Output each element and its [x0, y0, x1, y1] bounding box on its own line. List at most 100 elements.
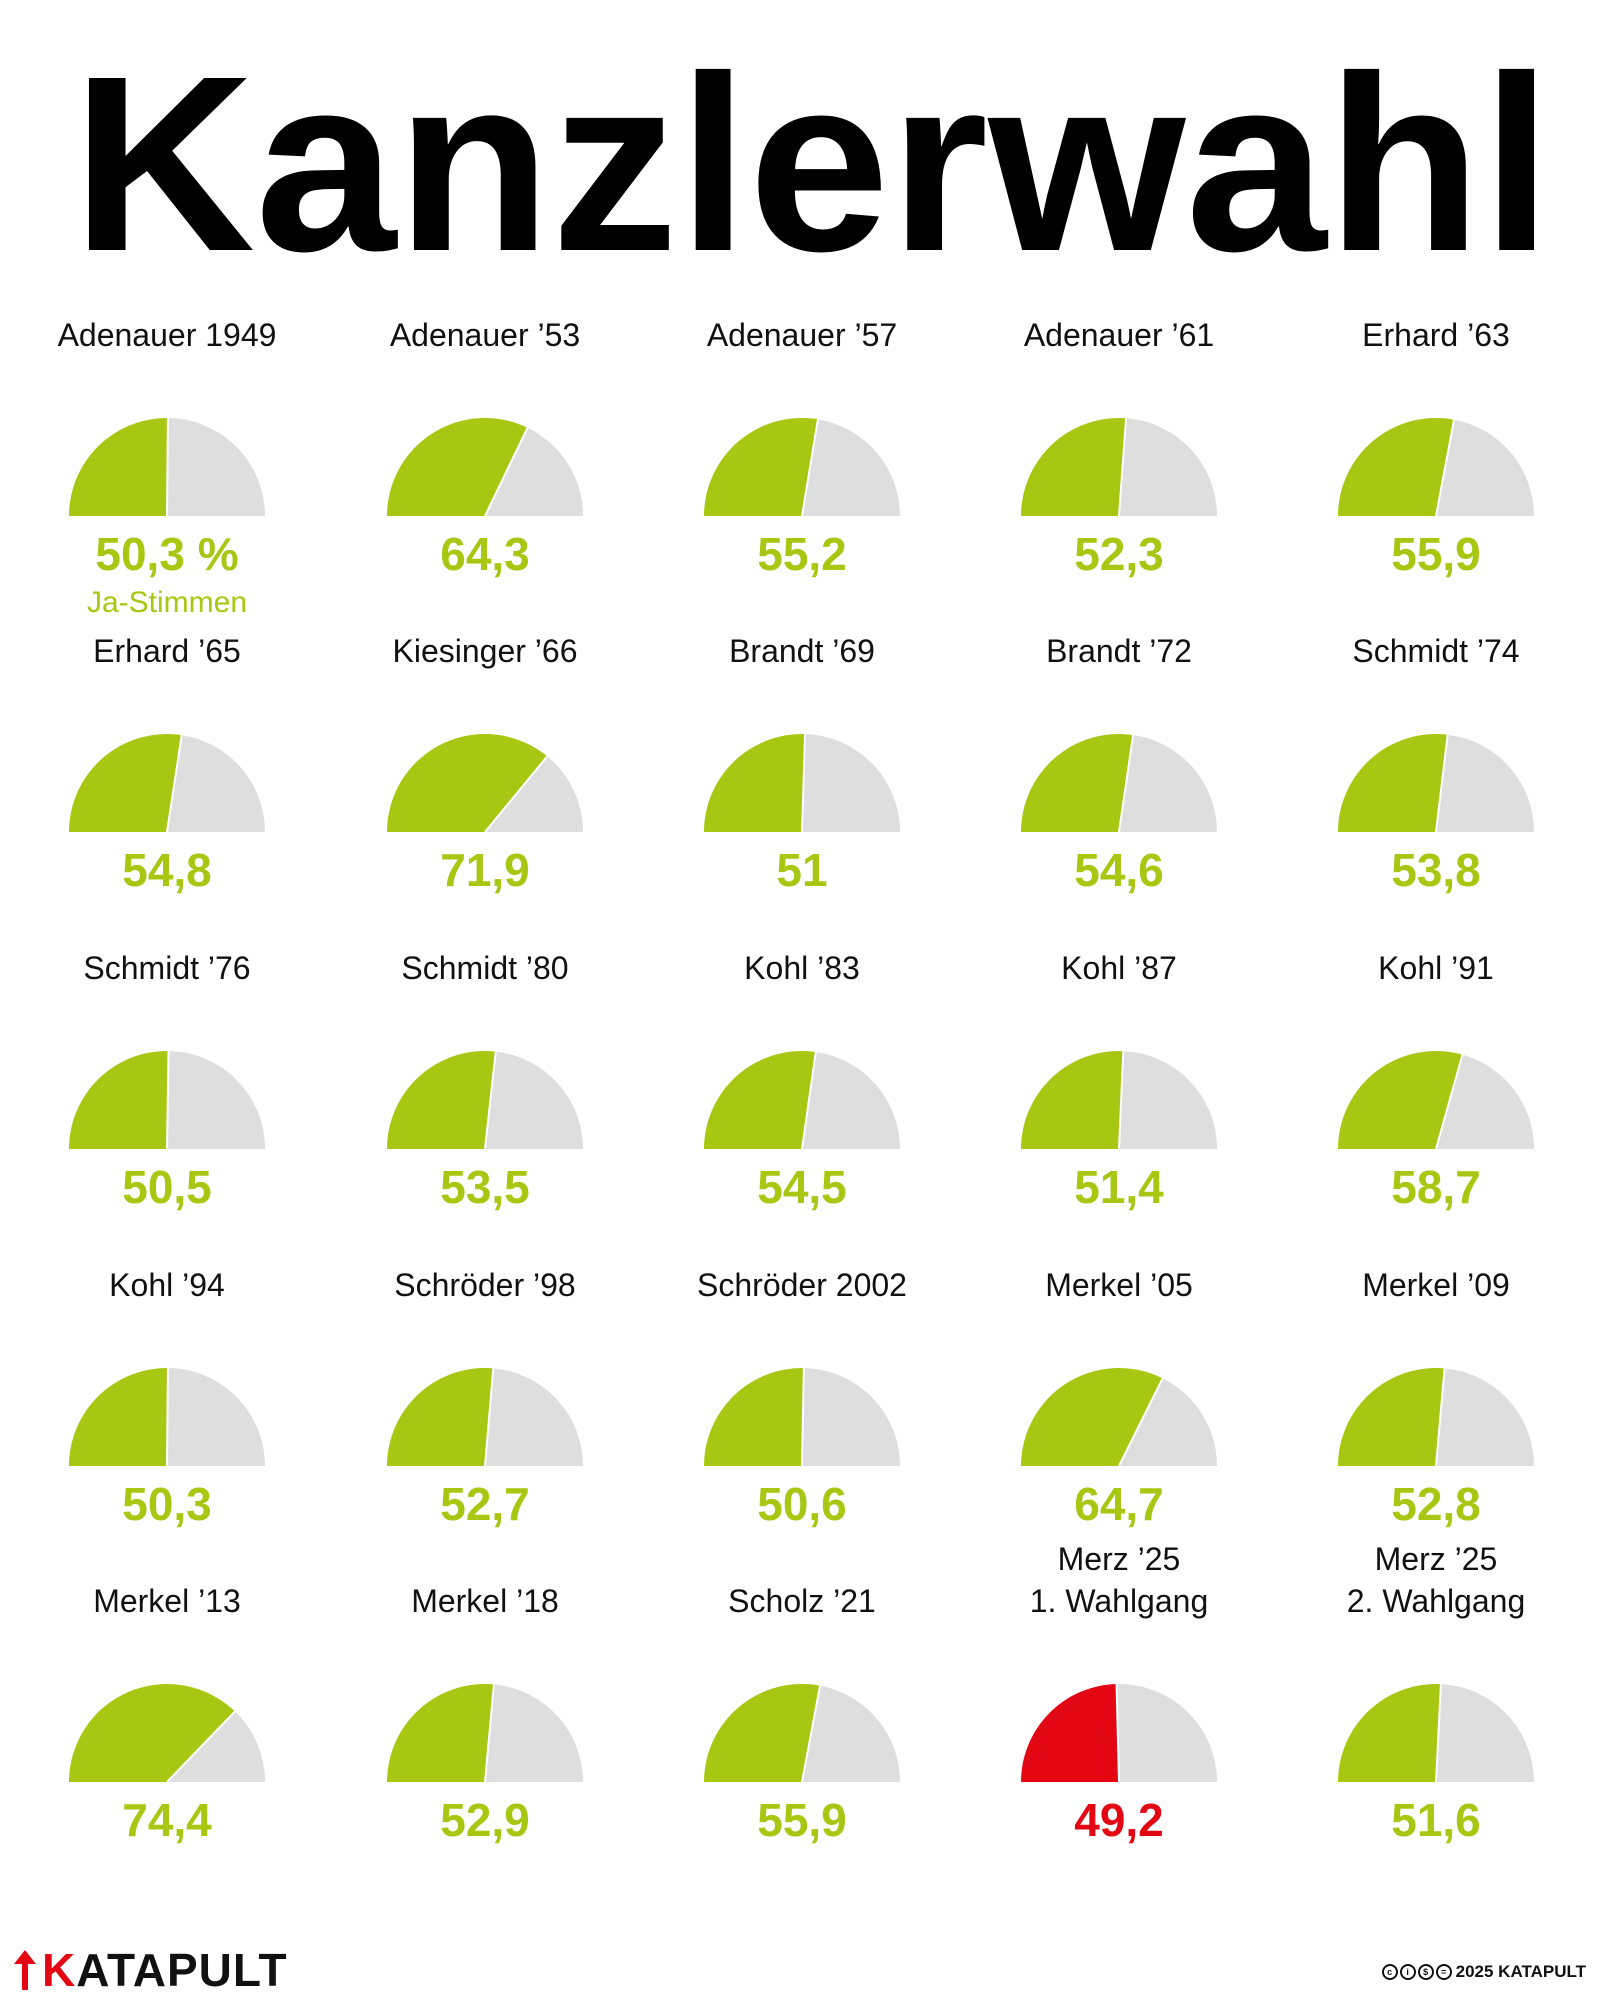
gauge-value: 64,3 [440, 528, 530, 580]
gauge-no-segment [802, 1685, 900, 1782]
gauge-chart [69, 1367, 265, 1467]
gauge-chart [1338, 418, 1534, 517]
gauge-value: 51,6 [1391, 1794, 1481, 1846]
gauge-value: 52,3 [1074, 528, 1164, 580]
gauge-label: Adenauer ’61 [1023, 317, 1215, 353]
gauge-value: 52,8 [1391, 1478, 1481, 1530]
gauge-yes-segment [387, 1684, 494, 1782]
gauge-no-segment [167, 1711, 265, 1782]
gauge-label: Kiesinger ’66 [392, 633, 578, 669]
gauge-divider [166, 1710, 236, 1783]
gauge-value: 55,2 [757, 528, 847, 580]
gauge-chart [1021, 1368, 1217, 1467]
gauge-label: Adenauer ’57 [706, 317, 898, 353]
gauge-no-segment [167, 1051, 265, 1149]
gauge-divider [1435, 419, 1456, 517]
gauge-value: 50,3 % [95, 528, 239, 580]
gauge-yes-segment [387, 1050, 496, 1149]
by-icon: i [1399, 1964, 1416, 1980]
gauge-label: Adenauer 1949 [57, 317, 277, 353]
gauge-chart [1338, 1051, 1534, 1150]
gauge-chart [387, 1684, 583, 1783]
gauge-no-segment [1436, 1368, 1534, 1466]
gauge-no-segment [1119, 418, 1217, 516]
gauge-yes-segment [69, 1367, 168, 1466]
gauge-label: Merkel ’09 [1362, 1267, 1510, 1303]
gauge-yes-segment [69, 733, 182, 832]
gauge-chart [69, 1050, 265, 1150]
gauge-divider [801, 1051, 817, 1150]
gauge-divider [1115, 1684, 1120, 1783]
gauge-divider [166, 1050, 170, 1150]
gauge-label: Merkel ’13 [93, 1583, 241, 1619]
gauge-value: 50,5 [122, 1161, 212, 1213]
gauge-no-segment [167, 735, 265, 832]
nd-icon: = [1435, 1964, 1452, 1980]
gauge-value: 50,3 [122, 1478, 212, 1530]
gauge-no-segment [802, 1368, 900, 1466]
gauge-divider [1435, 1054, 1464, 1150]
gauge-divider [801, 1368, 805, 1467]
gauge-divider [1118, 1051, 1125, 1150]
gauge-yes-segment [1338, 1683, 1441, 1782]
gauge-label: Erhard ’65 [93, 633, 241, 669]
license-text: 2025 KATAPULT [1455, 1962, 1586, 1981]
gauge-value: 71,9 [440, 844, 530, 896]
gauge-value: 53,5 [440, 1161, 530, 1213]
gauge-value: 49,2 [1074, 1794, 1164, 1846]
gauge-label: Schmidt ’74 [1352, 633, 1520, 669]
gauge-divider [801, 419, 819, 517]
gauge-yes-segment [704, 1051, 816, 1149]
gauge-label: Merkel ’18 [411, 1583, 559, 1619]
gauge-chart [1021, 733, 1217, 833]
page-title: Kanzlerwahl [72, 40, 1552, 280]
license-note: c i $ = 2025 KATAPULT [1381, 1962, 1586, 1982]
gauge-divider [166, 1367, 169, 1467]
brand-logo: KATAPULT [14, 1942, 288, 1998]
gauge-yes-segment [1338, 734, 1448, 832]
gauge-divider [1118, 734, 1135, 833]
gauge-value: 51,4 [1074, 1161, 1164, 1213]
gauge-yes-segment [704, 417, 818, 516]
gauge-label: Schmidt ’76 [83, 950, 251, 986]
gauge-value: 52,9 [440, 1794, 530, 1846]
gauge-label: Kohl ’83 [744, 950, 860, 986]
gauge-value: 74,4 [122, 1794, 212, 1846]
gauge-no-segment [1436, 419, 1534, 516]
gauge-no-segment [802, 1051, 900, 1149]
gauge-no-segment [1119, 1378, 1217, 1466]
nc-icon: $ [1417, 1964, 1434, 1980]
gauge-chart [1021, 418, 1217, 517]
gauge-label: Brandt ’69 [729, 633, 875, 669]
gauge-yes-segment [387, 1367, 494, 1466]
gauge-label: Adenauer ’53 [389, 317, 581, 353]
gauge-yes-segment [1021, 418, 1127, 516]
gauge-yes-segment [69, 1050, 169, 1149]
gauge-label: Scholz ’21 [728, 1583, 876, 1619]
license-icons: c i $ = [1381, 1964, 1452, 1980]
gauge-chart [69, 1683, 265, 1783]
gauge-label: Schröder 2002 [697, 1267, 907, 1303]
gauge-value: 58,7 [1391, 1161, 1481, 1213]
gauge-chart [1338, 1683, 1534, 1783]
gauge-value: 55,9 [757, 1794, 847, 1846]
gauge-yes-segment [1021, 733, 1134, 832]
gauge-chart [1021, 1683, 1217, 1783]
gauge-divider [484, 427, 529, 517]
gauge-divider [484, 755, 549, 833]
gauge-label: Kohl ’91 [1378, 950, 1494, 986]
gauge-no-segment [485, 427, 583, 516]
gauge-divider [1118, 418, 1128, 517]
gauge-yes-segment [387, 733, 548, 832]
gauge-label: Merkel ’05 [1045, 1267, 1193, 1303]
gauge-yes-segment [1338, 1051, 1463, 1149]
gauge-value: 54,5 [757, 1161, 847, 1213]
gauge-no-segment [1116, 1683, 1217, 1782]
gauge-chart [387, 1367, 583, 1467]
gauge-divider [484, 1368, 495, 1467]
gauge-label: Merz ’25 2. Wahlgang [1346, 1541, 1526, 1619]
gauge-divider [166, 734, 183, 833]
gauge-no-segment [167, 418, 265, 516]
gauge-no-segment [1119, 735, 1217, 832]
